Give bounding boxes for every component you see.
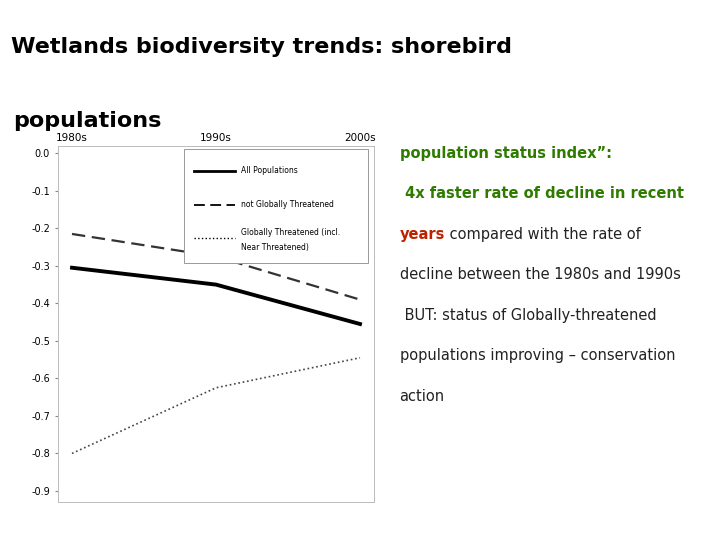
not Globally Threatened [68,231,76,237]
Text: Near Threatened): Near Threatened) [241,243,309,252]
not Globally Threatened [212,253,220,260]
Text: action: action [400,389,445,404]
Text: years: years [400,227,445,242]
Text: population status index”:: population status index”: [400,146,611,161]
Text: BUT: status of Globally-threatened: BUT: status of Globally-threatened [400,308,656,323]
Text: compared with the rate of: compared with the rate of [445,227,641,242]
Globally Threatened (incl.
Near Threatened) [68,450,76,457]
Text: Wetlands biodiversity trends: shorebird: Wetlands biodiversity trends: shorebird [12,37,512,57]
not Globally Threatened [356,296,364,303]
All Populations [356,321,364,327]
Text: All Populations: All Populations [241,166,298,176]
Globally Threatened (incl.
Near Threatened) [356,355,364,361]
Bar [184,150,368,264]
Text: 4x faster rate of decline in recent: 4x faster rate of decline in recent [400,186,683,201]
Text: populations improving – conservation: populations improving – conservation [400,348,675,363]
Globally Threatened (incl.
Near Threatened) [212,384,220,391]
All Populations [212,281,220,288]
Text: not Globally Threatened: not Globally Threatened [241,200,334,209]
Text: populations: populations [13,111,161,131]
Text: Globally Threatened (incl.: Globally Threatened (incl. [241,227,341,237]
Text: decline between the 1980s and 1990s: decline between the 1980s and 1990s [400,267,680,282]
Line: not Globally Threatened: not Globally Threatened [72,234,360,300]
All Populations [68,265,76,271]
Line: All Populations: All Populations [72,268,360,324]
Line: Globally Threatened (incl.
Near Threatened): Globally Threatened (incl. Near Threaten… [72,358,360,454]
